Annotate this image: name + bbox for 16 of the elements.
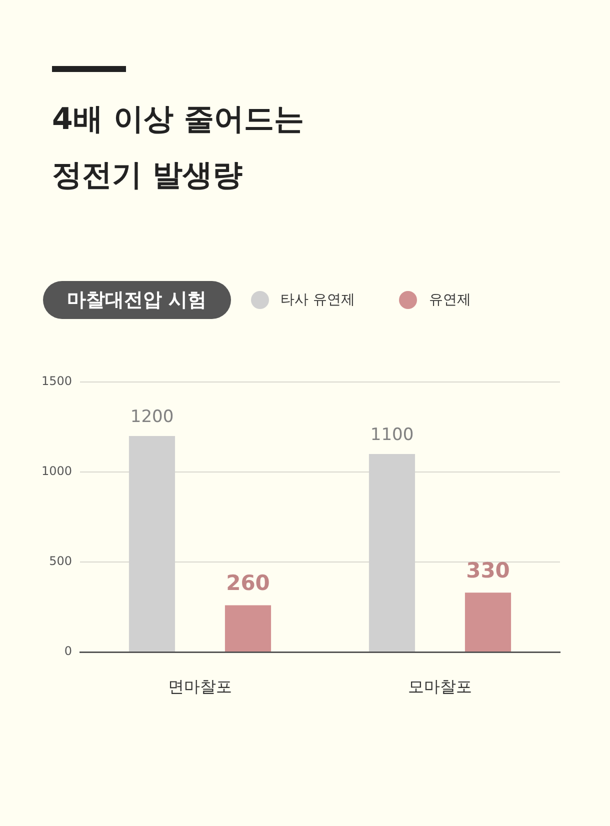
bar — [224, 605, 272, 652]
data-label: 330 — [466, 558, 510, 583]
legend-label: 타사 유연제 — [280, 291, 356, 309]
y-tick-label: 1500 — [41, 374, 72, 388]
y-tick-label: 1000 — [41, 464, 72, 478]
chart-title: 4배 이상 줄어드는 정전기 발생량 — [52, 101, 304, 195]
bar — [464, 592, 512, 652]
legend-title: 마찰대전압 시험 — [43, 281, 231, 319]
legend-label: 유연제 — [429, 291, 472, 309]
data-label: 1100 — [370, 424, 414, 445]
y-tick-label: 500 — [49, 554, 72, 568]
data-label: 260 — [226, 571, 270, 596]
data-label: 1200 — [130, 406, 174, 427]
x-tick-label: 면마찰포 — [168, 676, 232, 696]
y-tick-label: 0 — [64, 644, 72, 658]
x-tick-label: 모마찰포 — [408, 676, 472, 696]
